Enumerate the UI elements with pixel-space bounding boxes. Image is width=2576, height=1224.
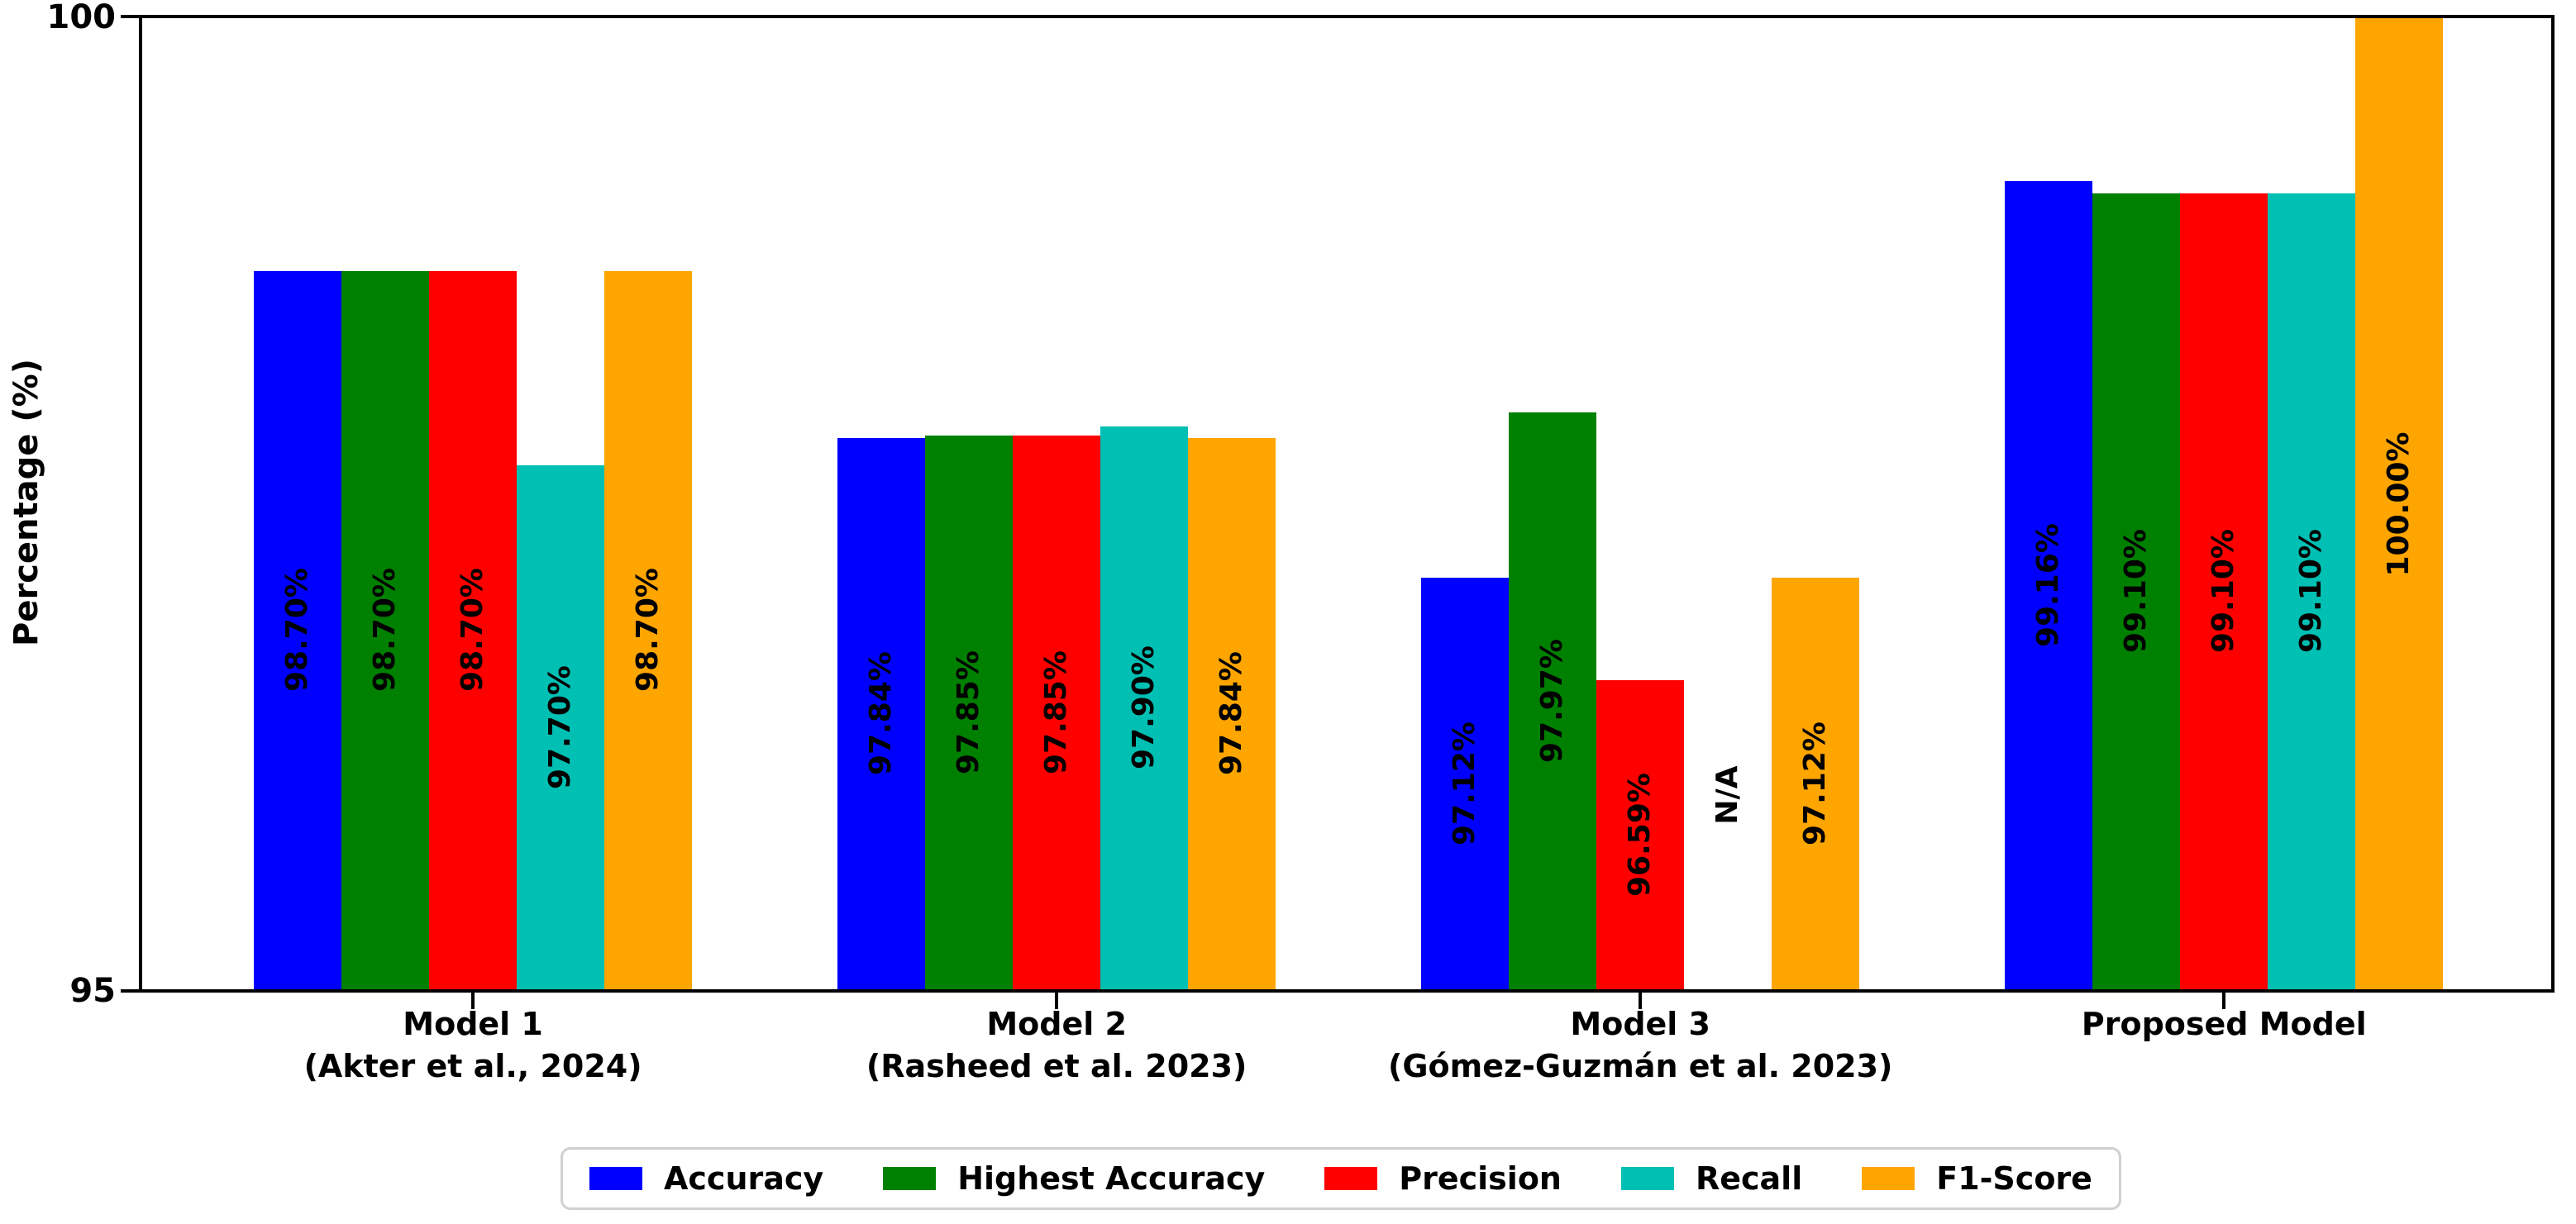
x-category-label-model-3: Model 3 (Gómez-Guzmán et al. 2023) (1301, 1003, 1979, 1088)
x-tick-mark-model-2 (1055, 993, 1059, 1009)
legend-swatch-f1-score (1862, 1167, 1915, 1190)
bar-value-label: 98.70% (456, 568, 490, 693)
bar-precision-model-2: 97.85% (1013, 436, 1101, 989)
bar-value-label: 97.70% (543, 664, 577, 789)
bar-value-label: 97.90% (1127, 645, 1162, 770)
bar-value-label: 98.70% (368, 568, 403, 693)
legend-label-highest-accuracy: Highest Accuracy (957, 1160, 1266, 1197)
bar-accuracy-model-2: 97.84% (837, 437, 926, 989)
legend-swatch-precision (1324, 1167, 1378, 1190)
bar-precision-model-3: 96.59% (1596, 680, 1685, 989)
x-tick-mark-model-3 (1639, 993, 1643, 1009)
x-category-line1: Model 2 (986, 1006, 1127, 1042)
x-category-label-model-1: Model 1 (Akter et al., 2024) (134, 1003, 812, 1088)
bar-value-label: 97.84% (1214, 651, 1248, 776)
bar-value-label: 97.12% (1448, 721, 1482, 845)
bar-value-label: 97.97% (1535, 639, 1570, 764)
legend-item-precision: Precision (1324, 1163, 1562, 1194)
bar-value-label: 97.84% (864, 651, 899, 776)
bar-recall-model-1: 97.70% (517, 464, 604, 989)
bar-accuracy-model-1: 98.70% (254, 270, 342, 989)
legend-swatch-highest-accuracy (883, 1167, 937, 1190)
x-category-line1: Proposed Model (2081, 1006, 2367, 1042)
plot-area: 98.70% 97.84% 97.12% 99.16% 98.70% 97.85% 97.9… (139, 15, 2555, 993)
y-tick-mark-100 (121, 15, 139, 18)
bar-recall-proposed-model: 99.10% (2268, 193, 2356, 989)
x-category-line2: (Gómez-Guzmán et al. 2023) (1387, 1048, 1893, 1085)
bar-f1-score-model-1: 98.70% (603, 270, 692, 989)
y-tick-label-95: 95 (69, 972, 116, 1010)
bar-accuracy-model-3: 97.12% (1421, 577, 1510, 989)
bar-value-label: 97.12% (1798, 721, 1833, 845)
legend-swatch-recall (1620, 1167, 1674, 1190)
x-category-line2: (Akter et al., 2024) (303, 1048, 642, 1085)
y-tick-mark-95 (121, 989, 139, 993)
bar-f1-score-model-2: 97.84% (1188, 437, 1276, 989)
legend-item-recall: Recall (1620, 1160, 1803, 1197)
legend-item-highest-accuracy: Highest Accuracy (883, 1163, 1265, 1194)
legend: Accuracy Highest Accuracy Precision Recall F… (561, 1147, 2121, 1210)
x-category-line1: Model 3 (1570, 1006, 1710, 1042)
bar-value-label: 99.16% (2031, 523, 2066, 648)
y-tick-label-100: 100 (46, 0, 117, 36)
legend-label-precision: Precision (1399, 1160, 1562, 1197)
bar-highest-accuracy-model-3: 97.97% (1509, 412, 1597, 989)
legend-item-f1-score: F1-Score (1862, 1163, 2092, 1194)
bars-layer: 98.70% 97.84% 97.12% 99.16% 98.70% 97.85% 97.9… (142, 18, 2551, 989)
bar-value-label: 98.70% (280, 568, 315, 693)
bar-value-label: 98.70% (630, 568, 665, 693)
bar-value-label: 96.59% (1623, 773, 1658, 898)
bar-precision-proposed-model: 99.10% (2180, 193, 2268, 989)
legend-swatch-accuracy (589, 1167, 642, 1190)
bar-value-label: 97.85% (952, 650, 986, 775)
na-label-recall-model-3: N/A (1710, 765, 1745, 825)
bar-value-label: 100.00% (2382, 431, 2416, 576)
bar-highest-accuracy-proposed-model: 99.10% (2092, 193, 2181, 989)
x-tick-mark-model-1 (471, 993, 475, 1009)
legend-item-accuracy: Accuracy (589, 1163, 823, 1194)
legend-label-f1-score: F1-Score (1936, 1160, 2092, 1197)
bar-value-label: 99.10% (2206, 529, 2241, 654)
x-category-line1: Model 1 (403, 1006, 543, 1042)
x-category-label-proposed-model: Proposed Model (1885, 1003, 2563, 1045)
bar-accuracy-proposed-model: 99.16% (2005, 181, 2093, 989)
bar-highest-accuracy-model-1: 98.70% (341, 270, 430, 989)
x-category-line2: (Rasheed et al. 2023) (866, 1048, 1247, 1085)
bar-recall-model-2: 97.90% (1100, 426, 1189, 989)
legend-label-accuracy: Accuracy (664, 1160, 824, 1197)
x-category-label-model-2: Model 2 (Rasheed et al. 2023) (718, 1003, 1395, 1088)
bar-value-label: 97.85% (1039, 650, 1074, 775)
bar-f1-score-proposed-model: 100.00% (2355, 18, 2444, 989)
y-axis-label: Percentage (%) (7, 359, 45, 646)
bar-f1-score-model-3: 97.12% (1772, 577, 1860, 989)
x-tick-mark-proposed-model (2222, 993, 2226, 1009)
bar-highest-accuracy-model-2: 97.85% (925, 436, 1014, 989)
bar-value-label: 99.10% (2119, 529, 2154, 654)
bar-precision-model-1: 98.70% (429, 270, 518, 989)
legend-label-recall: Recall (1695, 1160, 1803, 1197)
bar-value-label: 99.10% (2294, 529, 2329, 654)
